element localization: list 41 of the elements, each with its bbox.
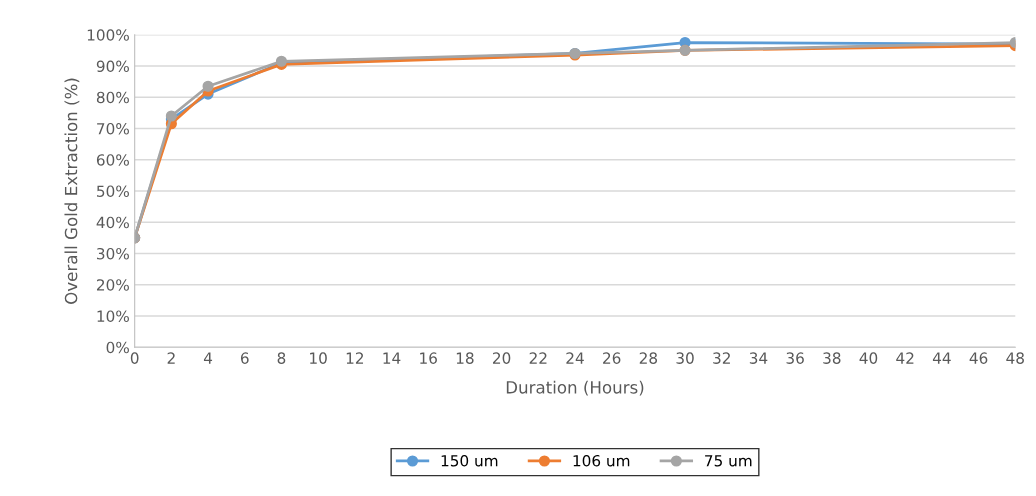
x-tick-label: 46 bbox=[969, 352, 988, 364]
x-tick-label: 24 bbox=[566, 352, 584, 364]
legend-label: 75 um bbox=[705, 455, 752, 467]
x-tick-label: 18 bbox=[456, 352, 474, 364]
x-tick-label: 14 bbox=[383, 352, 401, 364]
y-tick-label: 0% bbox=[106, 341, 129, 354]
y-tick-label: 30% bbox=[97, 247, 129, 260]
x-tick-label: 38 bbox=[823, 352, 841, 364]
x-tick-label: 10 bbox=[310, 352, 327, 364]
x-tick-label: 28 bbox=[639, 352, 658, 364]
x-tick-label: 48 bbox=[1006, 352, 1024, 364]
y-tick-label: 20% bbox=[96, 279, 129, 291]
x-tick-label: 34 bbox=[749, 352, 768, 364]
x-tick-label: 8 bbox=[277, 352, 286, 364]
x-tick-label: 0 bbox=[130, 352, 139, 364]
x-tick-label: 6 bbox=[240, 352, 249, 364]
y-tick-label: 40% bbox=[96, 216, 129, 229]
y-tick-label: 80% bbox=[96, 91, 129, 104]
y-tick-label: 10% bbox=[97, 310, 129, 322]
x-tick-label: 40 bbox=[859, 352, 878, 364]
y-tick-label: 50% bbox=[97, 185, 129, 197]
x-tick-label: 42 bbox=[896, 352, 914, 364]
x-tick-label: 26 bbox=[603, 352, 621, 364]
x-tick-label: 36 bbox=[786, 352, 804, 364]
y-tick-label: 70% bbox=[97, 122, 129, 135]
y-tick-label: 90% bbox=[96, 60, 129, 72]
x-tick-label: 30 bbox=[676, 352, 694, 364]
x-tick-label: 32 bbox=[713, 352, 730, 364]
x-tick-label: 2 bbox=[167, 352, 175, 364]
x-axis-title: Duration (Hours) bbox=[506, 380, 644, 396]
x-tick-label: 22 bbox=[529, 352, 547, 364]
x-tick-label: 12 bbox=[346, 352, 364, 364]
legend-label: 106 um bbox=[573, 454, 630, 467]
y-axis-title: Overall Gold Extraction (%) bbox=[64, 78, 80, 304]
x-tick-label: 44 bbox=[932, 352, 951, 364]
y-tick-label: 100% bbox=[87, 29, 129, 41]
y-tick-label: 60% bbox=[96, 154, 129, 166]
x-tick-label: 20 bbox=[493, 352, 511, 364]
legend-label: 150 um bbox=[441, 454, 498, 467]
x-tick-label: 16 bbox=[420, 352, 437, 364]
x-tick-label: 4 bbox=[203, 352, 213, 364]
